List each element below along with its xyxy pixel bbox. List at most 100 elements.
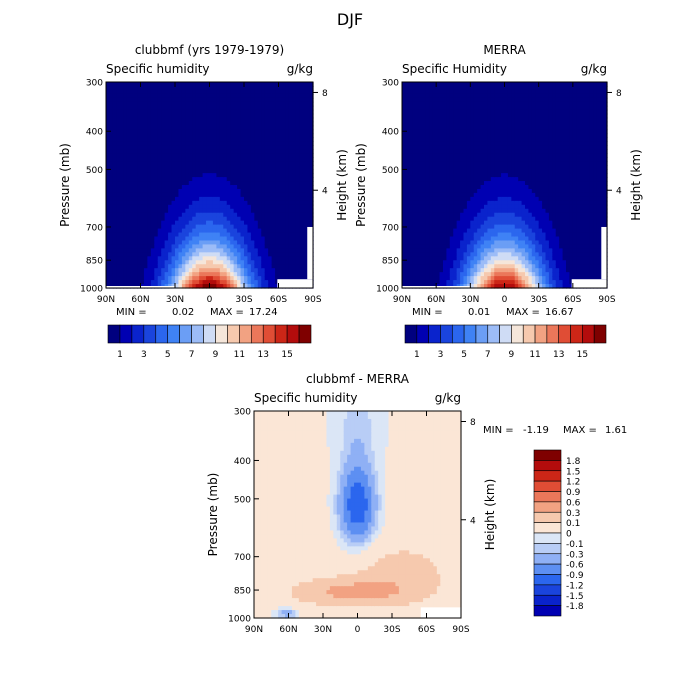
field-cell — [501, 121, 506, 127]
field-cell — [119, 137, 124, 143]
field-cell — [147, 89, 152, 95]
field-cell — [181, 181, 186, 186]
colorbar-swatch — [155, 324, 169, 344]
field-cell — [171, 208, 176, 214]
field-cell — [412, 169, 417, 174]
field-cell — [106, 228, 111, 234]
field-cell — [244, 212, 249, 218]
field-cell — [219, 149, 224, 154]
field-cell — [250, 173, 255, 178]
field-cell — [226, 236, 231, 242]
field-cell — [466, 240, 471, 246]
field-cell — [137, 109, 142, 115]
field-cell — [199, 236, 204, 242]
field-cell — [109, 105, 114, 111]
field-cell — [281, 188, 286, 194]
field-cell — [188, 200, 193, 206]
field-cell — [154, 157, 159, 162]
field-cell — [480, 208, 485, 214]
field-cell — [425, 101, 430, 107]
field-cell — [514, 276, 519, 281]
field-cell — [181, 232, 186, 238]
field-cell — [250, 165, 255, 170]
field-cell — [412, 196, 417, 202]
field-cell — [140, 196, 145, 202]
field-cell — [126, 212, 131, 218]
field-cell — [504, 153, 509, 158]
field-cell — [449, 129, 454, 135]
field-cell — [480, 149, 485, 154]
field-cell — [116, 192, 121, 198]
field-cell — [494, 268, 499, 273]
field-cell — [436, 177, 441, 182]
field-cell — [490, 133, 495, 139]
field-cell — [473, 192, 478, 198]
field-cell — [116, 244, 121, 249]
field-cell — [154, 141, 159, 146]
field-cell — [109, 204, 114, 210]
field-cell — [453, 93, 458, 99]
field-cell — [446, 153, 451, 158]
field-cell — [261, 228, 266, 234]
field-cell — [140, 216, 145, 222]
field-cell — [288, 240, 293, 246]
field-cell — [192, 224, 197, 230]
field-cell — [195, 240, 200, 246]
field-cell — [109, 236, 114, 242]
field-cell — [140, 188, 145, 194]
field-cell — [504, 105, 509, 111]
field-cell — [106, 216, 111, 222]
field-cell — [501, 240, 506, 246]
field-cell — [154, 113, 159, 119]
field-cell — [419, 109, 424, 115]
field-cell — [299, 89, 304, 95]
field-cell — [518, 185, 523, 190]
field-cell — [175, 212, 180, 218]
field-cell — [436, 137, 441, 143]
field-cell — [140, 109, 145, 115]
field-cell — [419, 165, 424, 170]
field-cell — [175, 141, 180, 146]
field-cell — [164, 204, 169, 210]
field-cell — [137, 153, 142, 158]
field-cell — [402, 165, 407, 170]
field-cell — [116, 93, 121, 99]
field-cell — [133, 89, 138, 95]
field-cell — [501, 85, 506, 91]
field-cell — [237, 264, 242, 269]
field-cell — [288, 200, 293, 206]
field-cell — [309, 200, 314, 206]
field-cell — [168, 177, 173, 182]
field-cell — [497, 137, 502, 143]
field-cell — [219, 264, 224, 269]
field-cell — [302, 252, 307, 257]
field-cell — [171, 109, 176, 115]
field-cell — [460, 165, 465, 170]
field-cell — [460, 177, 465, 182]
field-cell — [178, 185, 183, 190]
field-cell — [443, 236, 448, 242]
field-cell — [199, 82, 204, 87]
field-cell — [463, 113, 468, 119]
field-cell — [230, 105, 235, 111]
field-cell — [119, 129, 124, 135]
field-cell — [302, 232, 307, 238]
field-cell — [408, 169, 413, 174]
field-cell — [219, 188, 224, 194]
field-cell — [106, 137, 111, 143]
field-cell — [306, 165, 311, 170]
field-cell — [511, 188, 516, 194]
colorbar-swatch — [262, 324, 276, 344]
field-cell — [206, 220, 211, 226]
field-cell — [112, 181, 117, 186]
field-cell — [240, 196, 245, 202]
field-cell — [419, 256, 424, 261]
field-cell — [257, 101, 262, 107]
field-cell — [192, 252, 197, 257]
topography-mask — [277, 279, 313, 288]
field-cell — [456, 165, 461, 170]
field-cell — [275, 264, 280, 269]
field-cell — [463, 165, 468, 170]
field-cell — [278, 260, 283, 265]
field-cell — [188, 204, 193, 210]
